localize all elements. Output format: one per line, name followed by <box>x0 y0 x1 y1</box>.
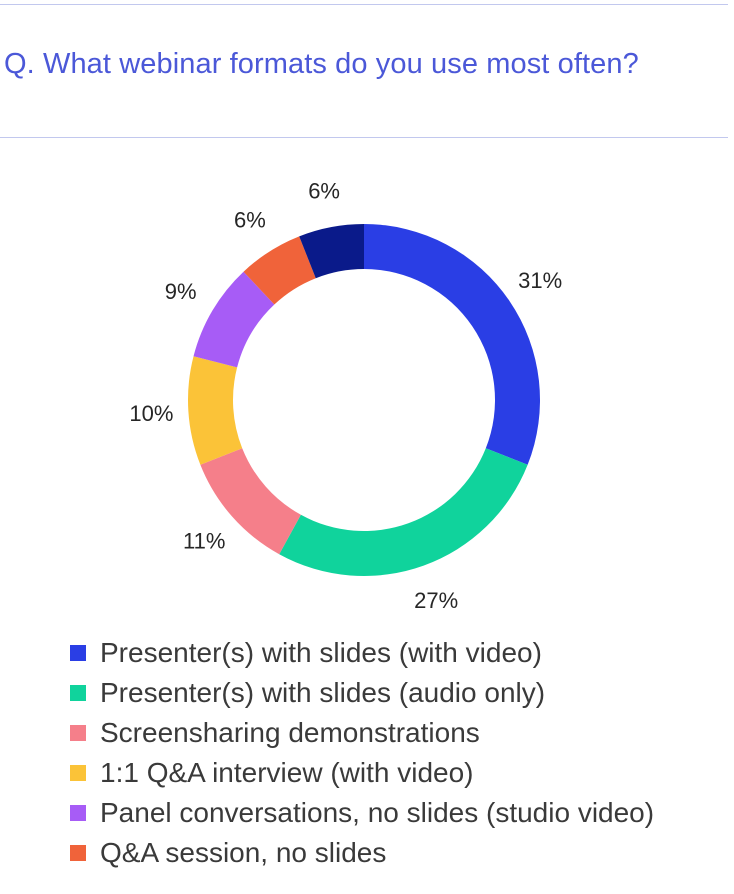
slice-percent-label: 11% <box>183 528 225 553</box>
legend-swatch <box>70 765 86 781</box>
legend-item: Panel conversations, no slides (studio v… <box>70 793 654 833</box>
legend-label: Presenter(s) with slides (with video) <box>100 637 542 668</box>
legend-swatch <box>70 685 86 701</box>
donut-slice <box>200 448 301 555</box>
donut-slice <box>193 271 275 368</box>
donut-slice <box>279 448 528 576</box>
donut-slice <box>364 224 540 465</box>
legend-item: Presenter(s) with slides (audio only) <box>70 673 654 713</box>
donut-slice <box>188 356 243 465</box>
slice-percent-label: 27% <box>414 588 458 613</box>
slice-percent-label: 6% <box>308 178 340 203</box>
donut-slice <box>299 224 364 279</box>
legend-swatch <box>70 645 86 661</box>
slice-percent-label: 9% <box>165 279 197 304</box>
slice-percent-label: 31% <box>518 268 562 293</box>
legend-swatch <box>70 725 86 741</box>
legend-swatch <box>70 805 86 821</box>
legend-item: 1:1 Q&A interview (with video) <box>70 753 654 793</box>
legend-item: Q&A session, no slides <box>70 833 654 873</box>
question-title: Q. What webinar formats do you use most … <box>4 48 639 80</box>
header-bottom-rule <box>0 137 728 138</box>
slice-percent-label: 10% <box>129 401 173 426</box>
legend-label: 1:1 Q&A interview (with video) <box>100 757 474 788</box>
legend-label: Panel conversations, no slides (studio v… <box>100 797 655 828</box>
legend-swatch <box>70 845 86 861</box>
donut-slice <box>243 236 316 305</box>
header-top-rule <box>0 4 728 5</box>
legend-item: Presenter(s) with slides (with video) <box>70 633 654 673</box>
legend-label: Q&A session, no slides <box>100 837 387 868</box>
legend-item: Screensharing demonstrations <box>70 713 654 753</box>
legend-label: Presenter(s) with slides (audio only) <box>100 677 546 708</box>
chart-legend: Presenter(s) with slides (with video) Pr… <box>70 633 654 873</box>
legend-label: Screensharing demonstrations <box>100 717 480 748</box>
donut-chart: 31% 27% 11% 10% 9% 6% 6% <box>129 178 562 613</box>
slice-percent-label: 6% <box>234 208 266 233</box>
